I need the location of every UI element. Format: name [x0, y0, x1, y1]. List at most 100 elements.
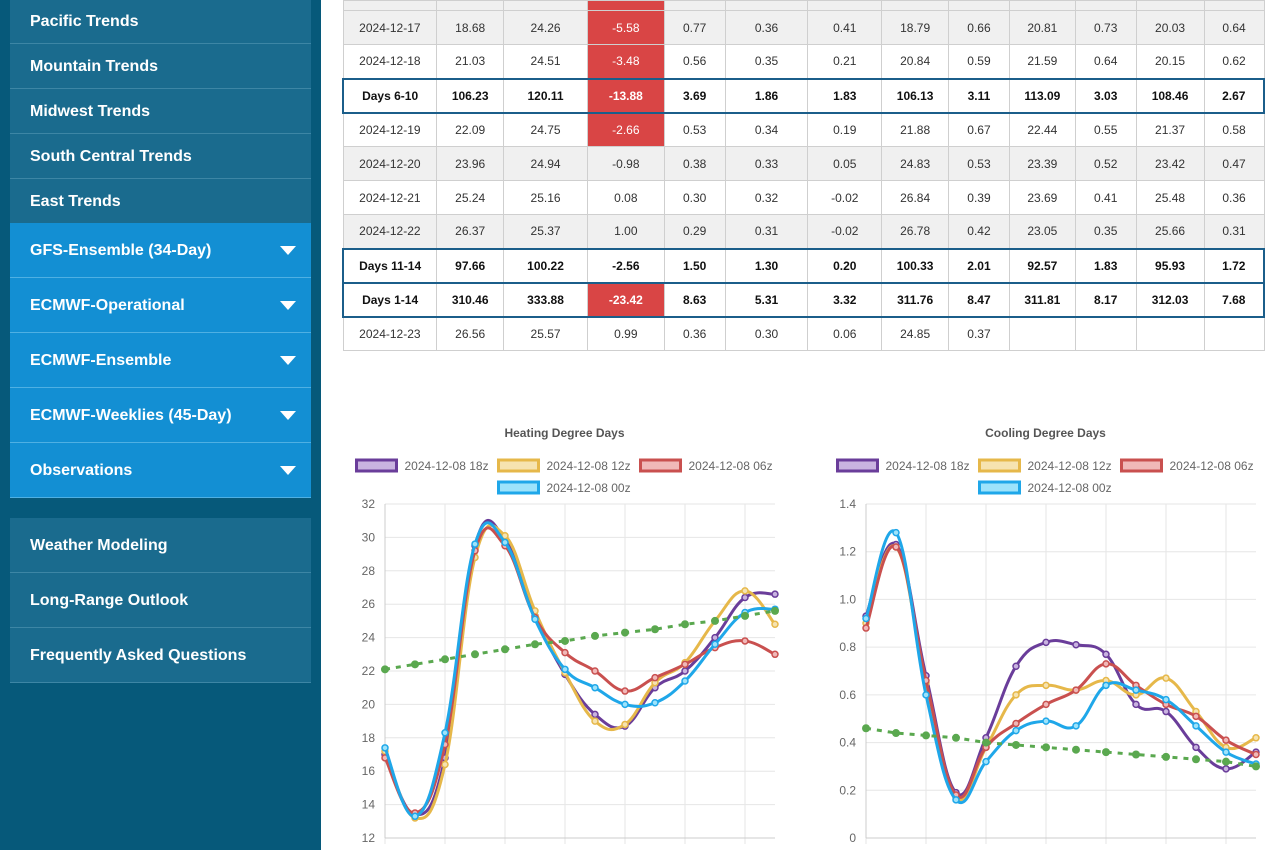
- table-cell: 0.34: [724, 112, 809, 147]
- sidebar-item-long-range-outlook[interactable]: Long-Range Outlook: [10, 573, 311, 628]
- heating-degree-days-chart: Heating Degree Days 2024-12-08 18z 2024-1…: [342, 420, 787, 850]
- data-point: [651, 698, 659, 707]
- table-cell: 95.93: [1135, 247, 1205, 284]
- table-cell: 0.77: [663, 10, 726, 45]
- table-cell: 0.30: [663, 180, 726, 215]
- data-point: [1252, 734, 1260, 742]
- y-tick-label: 24: [362, 631, 376, 645]
- sidebar-item-pacific-trends[interactable]: Pacific Trends: [10, 0, 311, 44]
- table-cell: 24.26: [503, 10, 588, 45]
- table-cell: 26.56: [436, 316, 505, 351]
- table-cell: 0.37: [948, 316, 1010, 351]
- table-cell: -2.66: [586, 112, 665, 147]
- table-cell: 22.44: [1008, 112, 1076, 147]
- table-cell: 21.59: [1008, 44, 1076, 79]
- data-point: [1162, 752, 1170, 761]
- table-cell: 0.59: [948, 44, 1010, 79]
- degree-day-table: 2024-12-17 18.68 24.26 -5.58 0.77 0.36 0.41 18.…: [342, 0, 1265, 351]
- table-cell: 0.64: [1074, 44, 1137, 79]
- sidebar-item-observations[interactable]: Observations: [10, 443, 311, 498]
- table-cell: 0.36: [724, 10, 809, 45]
- data-point: [1102, 650, 1110, 659]
- table-cell: 21.88: [881, 112, 950, 147]
- row-label-cell: 2024-12-18: [342, 44, 438, 79]
- data-point: [381, 744, 389, 752]
- sidebar-item-weather-modeling[interactable]: Weather Modeling: [10, 518, 311, 573]
- data-point: [441, 729, 449, 737]
- sidebar-item-label: ECMWF-Weeklies (45-Day): [30, 407, 232, 424]
- data-point: [1102, 660, 1110, 668]
- table-cell: 20.03: [1135, 10, 1205, 45]
- table-cell: 3.11: [948, 77, 1010, 114]
- table-cell: [1008, 0, 1076, 11]
- sidebar-item-ecmwf-operational[interactable]: ECMWF-Operational: [10, 278, 311, 333]
- legend-swatch: [978, 480, 1021, 495]
- table-cell: 97.66: [436, 247, 505, 284]
- y-tick-label: 12: [362, 831, 376, 845]
- table-cell: 8.47: [948, 281, 1010, 318]
- sidebar-item-ecmwf-weeklies-45-day[interactable]: ECMWF-Weeklies (45-Day): [10, 388, 311, 443]
- table-cell: 0.05: [807, 146, 883, 181]
- table-cell: 106.13: [881, 77, 950, 114]
- y-tick-label: 18: [362, 731, 376, 745]
- table-cell: 1.72: [1203, 247, 1265, 284]
- table-cell: [948, 0, 1010, 11]
- table-cell: 0.41: [1074, 180, 1137, 215]
- table-cell: 0.08: [586, 180, 665, 215]
- table-cell: 0.55: [1074, 112, 1137, 147]
- sidebar-item-frequently-asked-questions[interactable]: Frequently Asked Questions: [10, 628, 311, 683]
- row-label-cell: 2024-12-21: [342, 180, 438, 215]
- data-point: [1042, 717, 1050, 725]
- y-tick-label: 0.6: [839, 688, 856, 702]
- data-point: [1012, 726, 1020, 735]
- table-cell: 1.30: [724, 247, 809, 284]
- data-point: [862, 724, 870, 733]
- y-tick-label: 0.8: [839, 640, 856, 654]
- table-cell: 23.69: [1008, 180, 1076, 215]
- legend-swatch: [355, 458, 398, 473]
- data-point: [862, 624, 870, 632]
- data-point: [1072, 745, 1080, 754]
- data-point: [1042, 700, 1050, 709]
- table-cell: 0.31: [1203, 214, 1265, 249]
- sidebar-item-east-trends[interactable]: East Trends: [10, 179, 311, 224]
- table-row: 2024-12-23 26.56 25.57 0.99 0.36 0.30 0.06 24.8…: [342, 316, 1265, 351]
- table-cell: 7.68: [1203, 281, 1265, 318]
- y-tick-label: 20: [362, 697, 376, 711]
- data-point: [1012, 691, 1020, 699]
- table-cell: 1.83: [1074, 247, 1137, 284]
- data-point: [1222, 736, 1230, 744]
- sidebar-item-south-central-trends[interactable]: South Central Trends: [10, 134, 311, 179]
- table-cell: 0.67: [948, 112, 1010, 147]
- table-cell: 20.15: [1135, 44, 1205, 79]
- sidebar-item-ecmwf-ensemble[interactable]: ECMWF-Ensemble: [10, 333, 311, 388]
- legend-item: 2024-12-08 06z: [639, 458, 773, 473]
- table-cell: 0.35: [724, 44, 809, 79]
- table-row: 2024-12-20 23.96 24.94 -0.98 0.38 0.33 0.05 24.…: [342, 146, 1265, 181]
- table-cell: 1.86: [724, 77, 809, 114]
- data-point: [621, 720, 629, 729]
- sidebar-item-mountain-trends[interactable]: Mountain Trends: [10, 44, 311, 89]
- legend-item: 2024-12-08 12z: [978, 458, 1112, 473]
- chevron-down-icon: [280, 411, 296, 420]
- chart-canvas: 2024-12-08 18z 2024-12-08 12z 2024-12-08 0…: [836, 458, 1260, 845]
- sidebar-item-gfs-ensemble-34-day[interactable]: GFS-Ensemble (34-Day): [10, 223, 311, 278]
- chart-canvas: 2024-12-08 18z 2024-12-08 12z 2024-12-08 0…: [355, 458, 779, 845]
- data-point: [411, 660, 419, 669]
- sidebar-item-midwest-trends[interactable]: Midwest Trends: [10, 89, 311, 134]
- sidebar-item-label: ECMWF-Ensemble: [30, 352, 172, 369]
- legend-label: 2024-12-08 18z: [886, 459, 970, 473]
- y-tick-label: 1.4: [839, 497, 856, 511]
- data-point: [922, 691, 930, 699]
- table-cell: 24.75: [503, 112, 588, 147]
- table-cell: 0.64: [1203, 10, 1265, 45]
- table-row: 2024-12-17 18.68 24.26 -5.58 0.77 0.36 0.41 18.…: [342, 10, 1265, 45]
- site-nav-menu: Weather Modeling Long-Range Outlook Freque…: [10, 518, 311, 683]
- table-cell: 8.17: [1074, 281, 1137, 318]
- data-point: [741, 587, 749, 595]
- row-label-cell: 2024-12-19: [342, 112, 438, 147]
- data-point: [1192, 755, 1200, 764]
- chevron-down-icon: [280, 246, 296, 255]
- data-point: [501, 645, 509, 654]
- table-cell: 23.05: [1008, 214, 1076, 249]
